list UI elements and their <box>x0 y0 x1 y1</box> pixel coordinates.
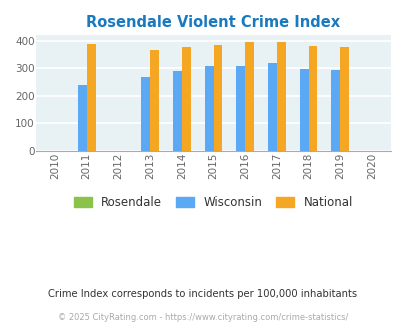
Text: Crime Index corresponds to incidents per 100,000 inhabitants: Crime Index corresponds to incidents per… <box>48 289 357 299</box>
Text: © 2025 CityRating.com - https://www.cityrating.com/crime-statistics/: © 2025 CityRating.com - https://www.city… <box>58 313 347 322</box>
Bar <box>245 42 254 151</box>
Bar <box>150 50 159 151</box>
Bar <box>299 70 308 151</box>
Bar <box>236 66 245 151</box>
Bar <box>173 71 181 151</box>
Bar <box>181 48 190 151</box>
Bar <box>267 63 276 151</box>
Bar <box>87 45 95 151</box>
Bar <box>276 43 285 151</box>
Bar <box>141 77 150 151</box>
Bar <box>204 66 213 151</box>
Title: Rosendale Violent Crime Index: Rosendale Violent Crime Index <box>86 15 340 30</box>
Bar <box>308 46 317 151</box>
Bar <box>339 47 348 151</box>
Legend: Rosendale, Wisconsin, National: Rosendale, Wisconsin, National <box>69 192 357 214</box>
Bar <box>78 85 87 151</box>
Bar <box>213 45 222 151</box>
Bar <box>330 70 339 151</box>
